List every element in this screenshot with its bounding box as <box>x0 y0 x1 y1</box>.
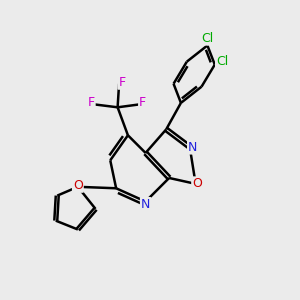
Text: O: O <box>192 177 202 190</box>
Text: F: F <box>88 96 95 110</box>
Text: F: F <box>139 96 146 110</box>
Text: N: N <box>188 141 197 154</box>
Text: N: N <box>141 198 150 211</box>
Text: F: F <box>118 76 126 89</box>
Text: Cl: Cl <box>201 32 214 45</box>
Text: Cl: Cl <box>216 55 228 68</box>
Text: O: O <box>73 179 83 192</box>
